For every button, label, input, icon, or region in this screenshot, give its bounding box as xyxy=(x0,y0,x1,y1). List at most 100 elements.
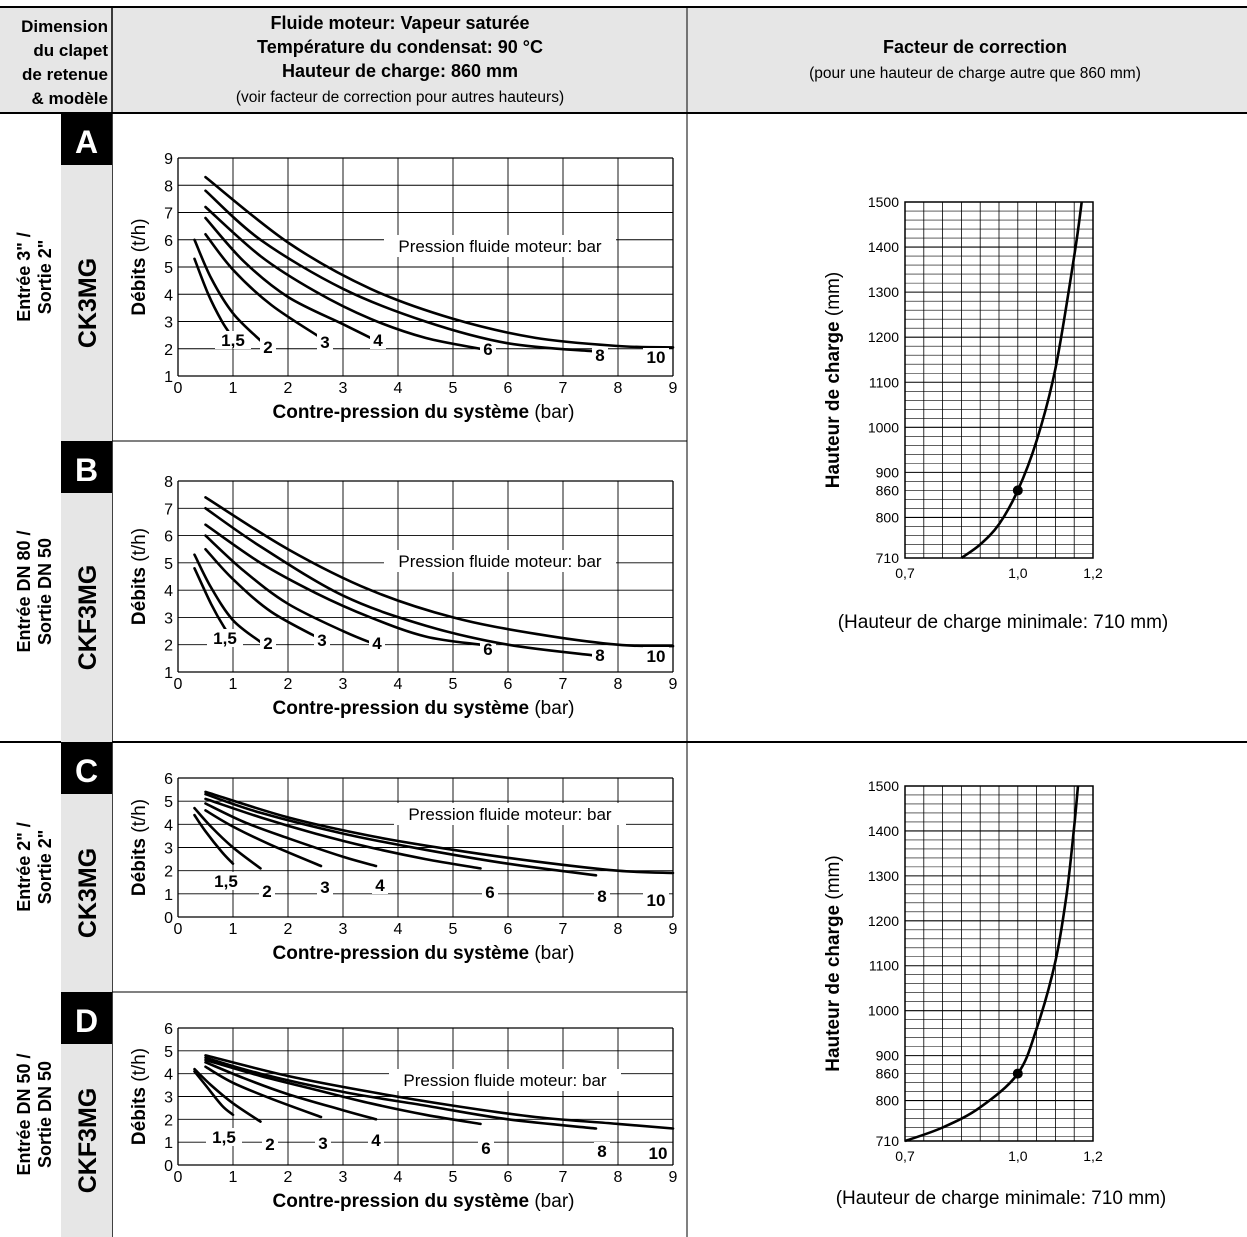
y-tick-label: 3 xyxy=(164,841,173,858)
x-tick-label: 8 xyxy=(614,921,623,938)
curve-label-background xyxy=(317,878,333,896)
curve-label-background xyxy=(643,891,669,909)
y-tick-label: 4 xyxy=(164,287,173,304)
y-axis-label-main: Hauteur de charge xyxy=(823,321,844,488)
y-tick-label: 800 xyxy=(876,509,900,525)
size-line-2: Sortie DN 50 xyxy=(35,538,55,645)
y-tick-label: 1400 xyxy=(868,823,899,839)
header-dimension-line: Dimension xyxy=(21,17,108,36)
curve-label-background xyxy=(314,631,330,649)
curve-3 xyxy=(204,233,323,340)
curve-6 xyxy=(204,1058,482,1126)
legend-label: Pression fluide moteur: bar xyxy=(403,1071,606,1090)
curve-2 xyxy=(193,238,262,342)
curve-label-background xyxy=(215,331,251,349)
legend-background xyxy=(384,235,616,257)
x-tick-label: 3 xyxy=(339,380,348,397)
curve-label: 1,5 xyxy=(221,331,245,350)
legend-background xyxy=(394,803,626,825)
y-tick-label: 0 xyxy=(164,910,173,927)
curve-8 xyxy=(204,189,598,353)
correction-curve xyxy=(904,785,1080,1143)
y-tick-label: 1 xyxy=(164,1135,173,1152)
size-line-2: Sortie DN 50 xyxy=(35,1061,55,1168)
curve-label-background xyxy=(259,882,275,900)
x-axis-label-unit: (bar) xyxy=(529,698,574,719)
y-axis-label: Hauteur de charge (mm) xyxy=(823,272,844,488)
x-axis-label-main: Contre-pression du système xyxy=(273,698,530,719)
y-tick-label: 1500 xyxy=(868,194,899,210)
curve-2 xyxy=(193,553,262,644)
curve-label-background xyxy=(262,1135,278,1153)
curve-label: 4 xyxy=(371,1131,381,1150)
x-tick-label: 8 xyxy=(614,1169,623,1186)
curve-label-background xyxy=(645,1144,671,1162)
y-tick-label: 4 xyxy=(164,817,173,834)
x-tick-label: 3 xyxy=(339,676,348,693)
curve-4 xyxy=(204,534,378,646)
x-axis-label-unit: (bar) xyxy=(529,402,574,423)
curve-4 xyxy=(204,802,378,868)
curve-label-background xyxy=(592,346,608,364)
y-tick-label: 3 xyxy=(164,1090,173,1107)
section-letter-box xyxy=(61,113,112,165)
x-tick-label: 7 xyxy=(559,1169,568,1186)
legend-background xyxy=(384,550,616,572)
curve-4 xyxy=(204,216,378,342)
y-tick-label: 1300 xyxy=(868,868,899,884)
header-dimension-line: & modèle xyxy=(31,89,108,108)
section-a: A CK3MG Entrée 3" / Sortie 2" xyxy=(14,113,112,441)
curve-label: 3 xyxy=(320,878,329,897)
size-line-1: Entrée DN 80 / xyxy=(14,530,34,652)
y-tick-label: 0 xyxy=(164,1158,173,1175)
x-tick-label: 9 xyxy=(669,1169,678,1186)
y-tick-label: 9 xyxy=(164,151,173,168)
y-tick-label: 1200 xyxy=(868,329,899,345)
x-tick-label: 4 xyxy=(394,921,403,938)
x-tick-label: 7 xyxy=(559,380,568,397)
y-axis-label-unit: (t/h) xyxy=(129,528,150,567)
x-tick-label: 0 xyxy=(174,380,183,397)
y-axis-label: Débits (t/h) xyxy=(129,1048,150,1145)
y-tick-label: 860 xyxy=(876,482,900,498)
curve-label: 6 xyxy=(483,640,492,659)
legend-label: Pression fluide moteur: bar xyxy=(398,237,601,256)
header-fluid-line: Température du condensat: 90 °C xyxy=(257,37,543,57)
curve-10 xyxy=(204,1054,675,1130)
y-tick-label: 3 xyxy=(164,610,173,627)
curve-6 xyxy=(204,797,482,870)
header-cell-2 xyxy=(112,7,687,113)
y-axis-label: Débits (t/h) xyxy=(129,799,150,896)
y-axis-label-unit: (mm) xyxy=(823,272,844,322)
x-tick-label: 2 xyxy=(284,921,293,938)
y-axis-label-unit: (mm) xyxy=(823,855,844,905)
y-tick-label: 1500 xyxy=(868,778,899,794)
header-fluid-line: Fluide moteur: Vapeur saturée xyxy=(270,13,529,33)
y-tick-label: 8 xyxy=(164,474,173,491)
x-axis-label-unit: (bar) xyxy=(529,1191,574,1212)
section-letter: B xyxy=(75,452,98,488)
y-tick-label: 5 xyxy=(164,1044,173,1061)
curve-label-background xyxy=(260,634,276,652)
curve-label-background xyxy=(643,647,669,665)
x-tick-label: 0 xyxy=(174,676,183,693)
curve-label-background xyxy=(206,1128,242,1146)
x-tick-label: 8 xyxy=(614,380,623,397)
reference-point-marker xyxy=(1012,485,1023,496)
x-tick-label: 5 xyxy=(449,921,458,938)
curve-label: 10 xyxy=(649,1144,668,1163)
x-tick-label: 0 xyxy=(174,1169,183,1186)
header-fluid-line: Hauteur de charge: 860 mm xyxy=(282,61,518,81)
curve-label-background xyxy=(369,634,385,652)
correction-curve xyxy=(960,201,1083,560)
y-tick-label: 2 xyxy=(164,1112,173,1129)
y-axis-label-main: Débits xyxy=(129,1087,150,1145)
y-axis-label-unit: (t/h) xyxy=(129,1048,150,1087)
y-tick-label: 2 xyxy=(164,864,173,881)
x-axis-label: Contre-pression du système (bar) xyxy=(273,1191,575,1212)
x-axis-label: Contre-pression du système (bar) xyxy=(273,402,575,423)
header-fluid-note: (voir facteur de correction pour autres … xyxy=(236,89,564,106)
